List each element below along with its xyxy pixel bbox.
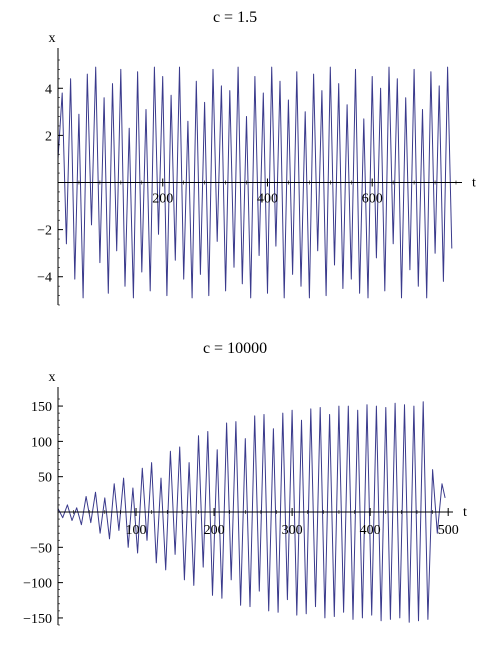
y-tick-label: −50 <box>30 541 52 556</box>
y-tick-label: −4 <box>37 271 52 286</box>
chart-title: c = 1.5 <box>213 9 257 26</box>
y-tick-label: −150 <box>23 612 52 627</box>
x-tick-label: 500 <box>438 523 459 538</box>
chart-c-10000: c = 10000 x t 150 100 50 −50 −100 −150 100 200 300 4… <box>23 340 467 627</box>
series-line <box>57 66 453 299</box>
y-tick-label: 150 <box>31 400 52 415</box>
y-tick-label: 50 <box>38 471 52 486</box>
y-tick-label: 2 <box>45 129 52 144</box>
chart-title: c = 10000 <box>203 340 267 357</box>
y-axis-label: x <box>49 31 56 46</box>
x-tick-label: 300 <box>282 523 303 538</box>
x-tick-label: 600 <box>362 192 383 207</box>
x-tick-label: 400 <box>257 192 278 207</box>
y-tick-label: 4 <box>45 82 52 97</box>
x-axis-label: t <box>463 505 467 520</box>
x-axis-label: t <box>472 176 476 191</box>
x-tick-label: 400 <box>360 523 381 538</box>
y-tick-label: −2 <box>37 224 52 239</box>
y-axis-label: x <box>49 370 56 385</box>
series-line <box>57 401 446 623</box>
y-tick-label: −100 <box>23 577 52 592</box>
x-tick-label: 200 <box>152 192 173 207</box>
x-tick-label: 100 <box>126 523 147 538</box>
x-tick-label: 200 <box>204 523 225 538</box>
y-tick-label: 100 <box>31 435 52 450</box>
chart-c-1-5: c = 1.5 x t 4 2 −2 −4 200 400 600 <box>37 9 476 306</box>
